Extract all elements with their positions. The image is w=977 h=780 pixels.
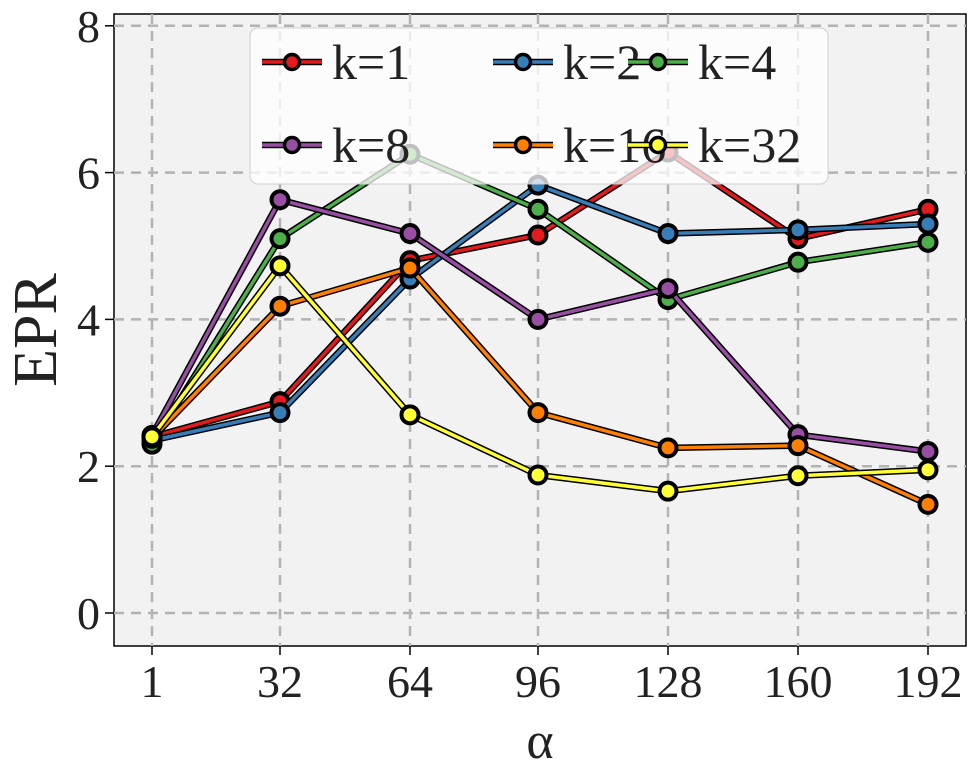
data-point xyxy=(399,257,421,279)
data-point xyxy=(657,223,679,245)
data-point xyxy=(917,493,939,515)
x-axis-title: α xyxy=(526,713,553,770)
data-point xyxy=(399,404,421,426)
legend-entry-k=4: k=4 xyxy=(628,34,776,90)
legend-label: k=32 xyxy=(698,117,801,173)
legend-marker xyxy=(648,52,668,72)
data-point xyxy=(917,459,939,481)
x-tick-label: 64 xyxy=(387,656,433,707)
axes: 1 32 64 96 128 160 192 0 2 4 6 8 xyxy=(77,1,963,707)
data-point xyxy=(787,435,809,457)
data-point xyxy=(657,278,679,300)
x-tick-label: 96 xyxy=(515,656,561,707)
legend-label: k=4 xyxy=(698,34,776,90)
y-tick-label: 0 xyxy=(77,588,100,639)
series-layer xyxy=(141,141,939,515)
legend: k=1 k=2 k=4k=8 k=16 k=32 xyxy=(249,27,829,185)
x-tick-label: 128 xyxy=(634,656,703,707)
data-point xyxy=(399,223,421,245)
data-point xyxy=(787,465,809,487)
series-k=32 xyxy=(141,255,939,502)
data-point xyxy=(269,255,291,277)
y-tick-label: 4 xyxy=(77,294,100,345)
data-point xyxy=(527,198,549,220)
legend-marker xyxy=(282,52,302,72)
x-tick-label: 160 xyxy=(764,656,833,707)
legend-marker xyxy=(513,52,533,72)
data-point xyxy=(269,402,291,424)
legend-marker xyxy=(513,135,533,155)
x-tick-label: 32 xyxy=(257,656,303,707)
data-point xyxy=(269,228,291,250)
legend-entry-k=8: k=8 xyxy=(262,117,410,173)
legend-marker xyxy=(282,135,302,155)
data-point xyxy=(269,189,291,211)
x-tick-label: 1 xyxy=(141,656,164,707)
data-point xyxy=(527,464,549,486)
data-point xyxy=(527,402,549,424)
data-point xyxy=(787,219,809,241)
data-point xyxy=(657,480,679,502)
y-tick-label: 2 xyxy=(77,441,100,492)
data-point xyxy=(917,213,939,235)
legend-label: k=8 xyxy=(332,117,410,173)
legend-entry-k=1: k=1 xyxy=(262,34,410,90)
data-point xyxy=(917,441,939,463)
legend-entry-k=32: k=32 xyxy=(628,117,801,173)
series-k=16 xyxy=(141,257,939,515)
data-point xyxy=(527,308,549,330)
y-axis-title: EPR xyxy=(2,273,70,387)
data-point xyxy=(917,231,939,253)
data-point xyxy=(269,295,291,317)
legend-marker xyxy=(648,135,668,155)
data-point xyxy=(657,437,679,459)
y-tick-label: 8 xyxy=(77,1,100,52)
data-point xyxy=(527,224,549,246)
legend-label: k=1 xyxy=(332,34,410,90)
data-point xyxy=(787,251,809,273)
data-point xyxy=(141,426,163,448)
x-tick-label: 192 xyxy=(894,656,963,707)
y-tick-label: 6 xyxy=(77,148,100,199)
